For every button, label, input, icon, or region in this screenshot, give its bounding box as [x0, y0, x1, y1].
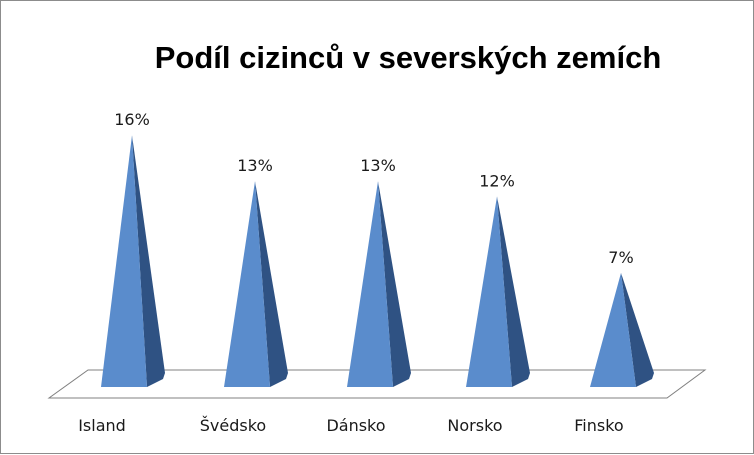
category-label: Island [78, 416, 126, 435]
pyramid-side-švédsko [255, 181, 288, 387]
pyramid-bar-dánsko [347, 181, 393, 387]
pyramid-bar-norsko [466, 196, 512, 387]
data-label: 12% [479, 171, 515, 190]
pyramid-side-finsko [621, 272, 654, 387]
category-label: Dánsko [326, 416, 385, 435]
chart-marks: 16% Island 13% Švédsko 13% Dánsko 12% Norsko 7% F… [78, 110, 654, 435]
pyramid-bar-švédsko [224, 181, 270, 387]
category-label: Norsko [447, 416, 502, 435]
pyramid-bar-island [101, 135, 147, 387]
pyramid-side-island [132, 135, 165, 387]
chart-title: Podíl cizinců v severských zemích [155, 40, 662, 75]
pyramid-side-norsko [497, 196, 530, 387]
data-label: 16% [114, 110, 150, 129]
category-label: Švédsko [200, 416, 266, 435]
data-label: 13% [360, 156, 396, 175]
category-label: Finsko [574, 416, 623, 435]
pyramid-bar-finsko [590, 272, 636, 387]
data-label: 13% [237, 156, 273, 175]
data-label: 7% [608, 248, 633, 267]
pyramid-side-dánsko [378, 181, 411, 387]
